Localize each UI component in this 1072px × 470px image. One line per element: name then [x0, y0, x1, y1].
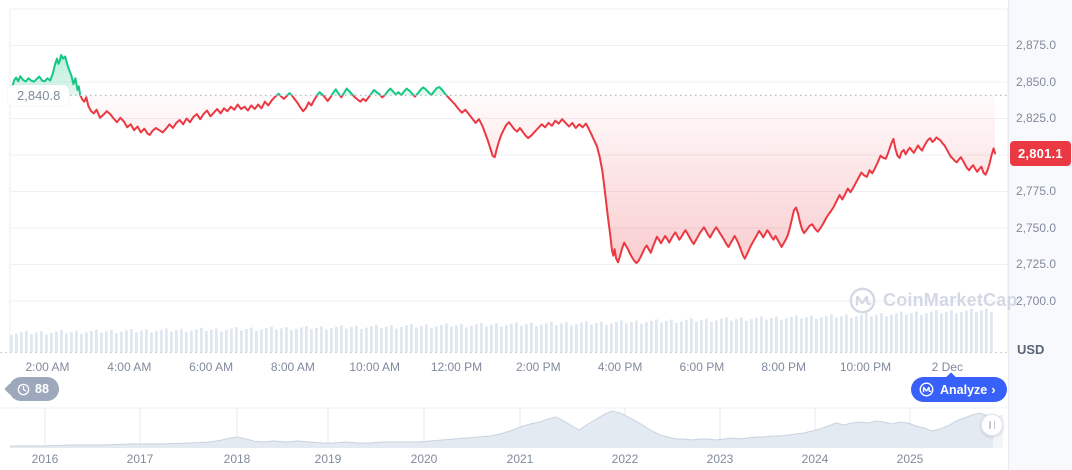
- x-axis-tick-label: 10:00 PM: [839, 360, 892, 374]
- navigator-year-label: 2024: [801, 452, 829, 466]
- y-axis-tick-label: 2,700.0: [1016, 293, 1057, 308]
- navigator-year-label: 2025: [896, 452, 924, 466]
- x-axis-tick-label: 2 Dec: [931, 360, 963, 374]
- navigator-year-label: 2021: [506, 452, 534, 466]
- open-price-label: 2,840.8: [8, 84, 70, 106]
- volume-bars: [10, 308, 993, 352]
- x-axis-tick-label: 2:00 AM: [25, 360, 70, 374]
- x-axis-tick-label: 6:00 AM: [189, 360, 234, 374]
- chevron-right-icon: ›: [991, 382, 996, 397]
- x-axis-tick-label: 2:00 PM: [515, 360, 561, 374]
- analyze-button[interactable]: Analyze ›: [911, 372, 1007, 402]
- y-axis-tick-label: 2,850.0: [1016, 74, 1057, 89]
- navigator-year-label: 2022: [611, 452, 639, 466]
- y-axis-tick-label: 2,825.0: [1016, 111, 1057, 125]
- x-axis-tick-label: 8:00 AM: [270, 360, 315, 374]
- y-axis-tick-label: 2,875.0: [1016, 38, 1057, 52]
- coinmarketcap-logo-icon: [919, 382, 934, 397]
- navigator-year-label: 2023: [706, 452, 734, 466]
- open-price-value: 2,840.8: [17, 87, 61, 103]
- history-count-value: 88: [35, 382, 49, 396]
- handle-grip: [989, 421, 991, 429]
- y-axis-tick-label: 2,750.0: [1016, 220, 1057, 235]
- current-price-badge: 2,801.1: [1010, 140, 1071, 166]
- currency-label: USD: [1017, 342, 1045, 357]
- navigator-year-label: 2019: [314, 452, 342, 466]
- navigator-minimap[interactable]: [0, 407, 1008, 448]
- navigator-year-label: 2016: [31, 452, 59, 466]
- x-axis-tick-label: 10:00 AM: [349, 360, 401, 374]
- x-axis-tick-label: 4:00 AM: [107, 360, 152, 374]
- navigator-year-label: 2020: [410, 452, 438, 466]
- handle-grip: [993, 421, 995, 429]
- x-axis-tick-label: 6:00 PM: [679, 360, 725, 374]
- y-axis-tick-label: 2,775.0: [1016, 184, 1057, 198]
- y-axis-tick-label: 2,725.0: [1016, 257, 1057, 271]
- clock-icon: [17, 383, 30, 395]
- x-axis-tick-label: 12:00 PM: [430, 360, 483, 374]
- navigator-year-label: 2018: [223, 452, 251, 466]
- x-axis-tick-label: 8:00 PM: [761, 360, 807, 374]
- x-axis-tick-label: 4:00 PM: [597, 360, 643, 374]
- price-series: [10, 54, 996, 264]
- grid: [9, 8, 1009, 352]
- analyze-button-label: Analyze: [940, 382, 988, 397]
- history-count-badge[interactable]: 88: [9, 377, 59, 401]
- navigator-year-label: 2017: [126, 452, 154, 466]
- navigator-handle[interactable]: [981, 414, 1003, 436]
